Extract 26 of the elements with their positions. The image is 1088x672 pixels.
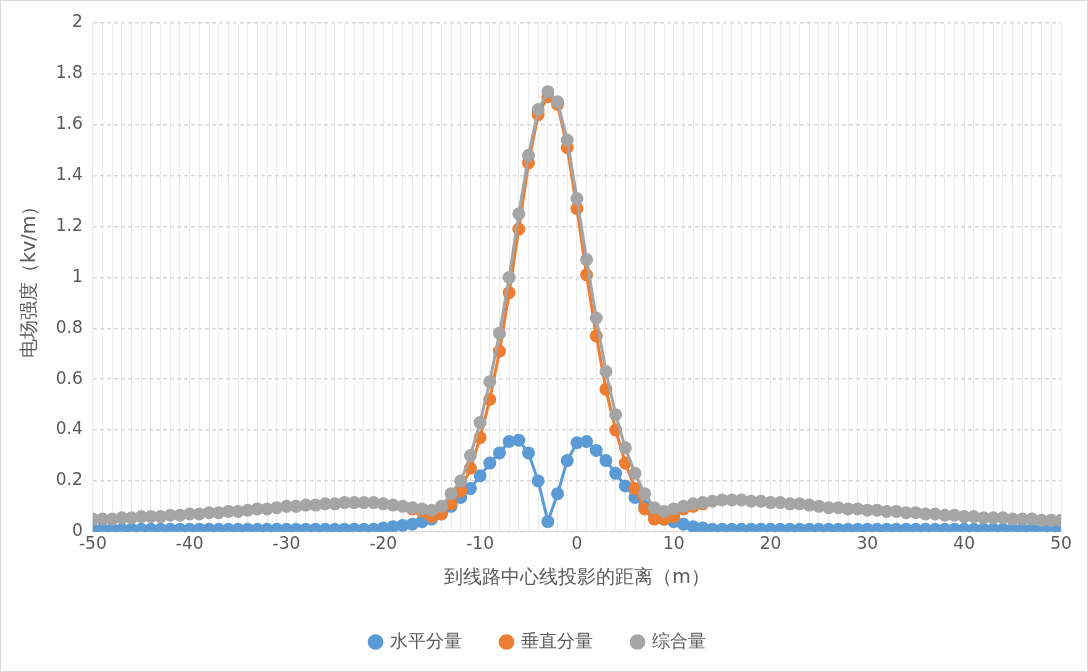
y-tick-label: 0.4 <box>55 418 83 439</box>
y-tick-label: 1.6 <box>55 113 83 134</box>
y-tick-label: 0.6 <box>55 367 83 388</box>
x-tick-label: -30 <box>272 533 301 554</box>
x-tick-label: 50 <box>1050 533 1072 554</box>
y-tick-label: 0.2 <box>55 469 83 490</box>
y-axis-title: 电场强度（kv/m） <box>17 196 40 358</box>
x-tick-label: 40 <box>953 533 975 554</box>
y-tick-label: 1.2 <box>55 214 83 235</box>
x-tick-label: 20 <box>759 533 782 554</box>
x-tick-label: -40 <box>175 533 204 554</box>
y-tick-label: 0.8 <box>55 316 83 337</box>
x-tick-label: 0 <box>571 533 583 554</box>
x-axis-title: 到线路中心线投影的距离（m） <box>444 564 710 587</box>
x-tick-label: 10 <box>662 533 685 554</box>
legend-label: 垂直分量 <box>520 629 593 651</box>
x-tick-label: 30 <box>856 533 879 554</box>
x-tick-label: -10 <box>466 533 494 554</box>
y-tick-label: 2 <box>72 11 83 32</box>
y-tick-label: 1.8 <box>55 62 83 83</box>
y-tick-label: 0 <box>72 520 83 541</box>
legend-label: 综合量 <box>651 629 706 651</box>
y-tick-label: 1.4 <box>55 164 83 185</box>
x-tick-label: -20 <box>369 533 398 554</box>
legend-label: 水平分量 <box>389 629 462 651</box>
y-tick-label: 1 <box>72 265 83 286</box>
